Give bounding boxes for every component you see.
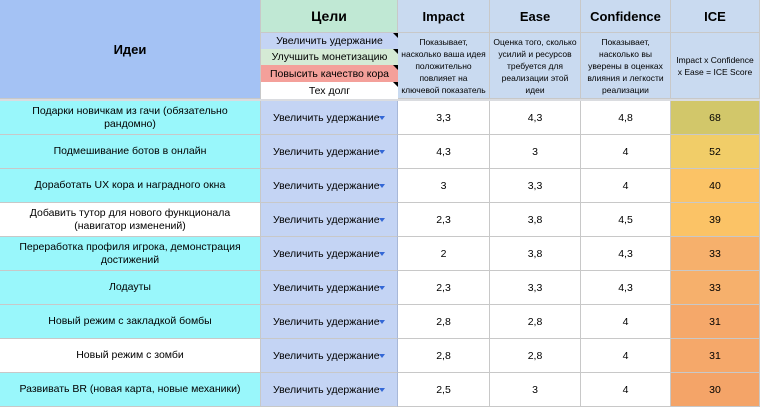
dropdown-arrow-icon[interactable]: [379, 116, 385, 120]
idea-cell[interactable]: Добавить тутор для нового функционала (н…: [0, 203, 261, 237]
ice-cell[interactable]: 40: [671, 169, 760, 203]
impact-cell[interactable]: 2,3: [398, 203, 490, 237]
impact-cell[interactable]: 3,3: [398, 101, 490, 135]
goal-value: Увеличить удержание: [273, 349, 380, 362]
goal-value: Увеличить удержание: [273, 247, 380, 260]
confidence-cell[interactable]: 4,3: [581, 237, 671, 271]
idea-cell[interactable]: Развивать BR (новая карта, новые механик…: [0, 373, 261, 407]
dropdown-arrow-icon[interactable]: [379, 286, 385, 290]
goal-legend-item: Увеличить удержание: [261, 33, 398, 49]
goal-legend-item: Тех долг: [261, 82, 398, 99]
ice-cell[interactable]: 68: [671, 101, 760, 135]
dropdown-arrow-icon[interactable]: [379, 184, 385, 188]
goal-dropdown[interactable]: Увеличить удержание: [261, 305, 398, 339]
goal-dropdown[interactable]: Увеличить удержание: [261, 169, 398, 203]
confidence-description: Показывает, насколько вы уверены в оценк…: [581, 33, 671, 99]
ease-cell[interactable]: 2,8: [490, 339, 581, 373]
confidence-cell[interactable]: 4: [581, 373, 671, 407]
ideas-header: Идеи: [0, 0, 261, 99]
confidence-header: Confidence: [581, 0, 671, 33]
confidence-cell[interactable]: 4: [581, 339, 671, 373]
goal-value: Увеличить удержание: [273, 383, 380, 396]
ice-cell[interactable]: 31: [671, 339, 760, 373]
ice-description: Impact x Confidence x Ease = ICE Score: [671, 33, 760, 99]
confidence-cell[interactable]: 4: [581, 135, 671, 169]
goal-dropdown[interactable]: Увеличить удержание: [261, 135, 398, 169]
idea-cell[interactable]: Подмешивание ботов в онлайн: [0, 135, 261, 169]
dropdown-arrow-icon[interactable]: [379, 320, 385, 324]
goal-value: Увеличить удержание: [273, 281, 380, 294]
goal-dropdown[interactable]: Увеличить удержание: [261, 101, 398, 135]
dropdown-arrow-icon[interactable]: [379, 354, 385, 358]
ice-cell[interactable]: 33: [671, 237, 760, 271]
confidence-cell[interactable]: 4,3: [581, 271, 671, 305]
ease-description: Оценка того, сколько усилий и ресурсов т…: [490, 33, 581, 99]
goal-value: Увеличить удержание: [273, 315, 380, 328]
goal-dropdown[interactable]: Увеличить удержание: [261, 373, 398, 407]
goal-value: Увеличить удержание: [273, 145, 380, 158]
confidence-cell[interactable]: 4,5: [581, 203, 671, 237]
idea-cell[interactable]: Подарки новичкам из гачи (обязательно ра…: [0, 101, 261, 135]
impact-description: Показывает, насколько ваша идея положите…: [398, 33, 490, 99]
ease-cell[interactable]: 3: [490, 373, 581, 407]
dropdown-arrow-icon[interactable]: [379, 150, 385, 154]
goal-legend-item: Повысить качество кора: [261, 65, 398, 82]
ease-cell[interactable]: 3: [490, 135, 581, 169]
goal-dropdown[interactable]: Увеличить удержание: [261, 339, 398, 373]
impact-cell[interactable]: 2,3: [398, 271, 490, 305]
impact-cell[interactable]: 2,8: [398, 339, 490, 373]
ease-cell[interactable]: 3,3: [490, 169, 581, 203]
confidence-cell[interactable]: 4: [581, 169, 671, 203]
goal-dropdown[interactable]: Увеличить удержание: [261, 271, 398, 305]
confidence-cell[interactable]: 4: [581, 305, 671, 339]
ice-cell[interactable]: 33: [671, 271, 760, 305]
goal-dropdown[interactable]: Увеличить удержание: [261, 237, 398, 271]
confidence-cell[interactable]: 4,8: [581, 101, 671, 135]
idea-cell[interactable]: Новый режим с закладкой бомбы: [0, 305, 261, 339]
goal-value: Увеличить удержание: [273, 213, 380, 226]
dropdown-arrow-icon[interactable]: [379, 252, 385, 256]
ease-cell[interactable]: 3,3: [490, 271, 581, 305]
ease-cell[interactable]: 2,8: [490, 305, 581, 339]
goal-dropdown[interactable]: Увеличить удержание: [261, 203, 398, 237]
idea-cell[interactable]: Переработка профиля игрока, демонстрация…: [0, 237, 261, 271]
idea-cell[interactable]: Лодауты: [0, 271, 261, 305]
goal-value: Увеличить удержание: [273, 179, 380, 192]
impact-cell[interactable]: 3: [398, 169, 490, 203]
ice-cell[interactable]: 30: [671, 373, 760, 407]
impact-cell[interactable]: 4,3: [398, 135, 490, 169]
ice-cell[interactable]: 39: [671, 203, 760, 237]
ease-cell[interactable]: 3,8: [490, 203, 581, 237]
ease-header: Ease: [490, 0, 581, 33]
impact-cell[interactable]: 2: [398, 237, 490, 271]
ice-header: ICE: [671, 0, 760, 33]
ease-cell[interactable]: 4,3: [490, 101, 581, 135]
impact-cell[interactable]: 2,5: [398, 373, 490, 407]
idea-cell[interactable]: Новый режим с зомби: [0, 339, 261, 373]
goal-value: Увеличить удержание: [273, 111, 380, 124]
idea-cell[interactable]: Доработать UX кора и наградного окна: [0, 169, 261, 203]
ice-cell[interactable]: 31: [671, 305, 760, 339]
ease-cell[interactable]: 3,8: [490, 237, 581, 271]
impact-header: Impact: [398, 0, 490, 33]
dropdown-arrow-icon[interactable]: [379, 218, 385, 222]
impact-cell[interactable]: 2,8: [398, 305, 490, 339]
goals-header: Цели: [261, 0, 398, 33]
goal-legend-item: Улучшить монетизацию: [261, 49, 398, 65]
ice-cell[interactable]: 52: [671, 135, 760, 169]
dropdown-arrow-icon[interactable]: [379, 388, 385, 392]
